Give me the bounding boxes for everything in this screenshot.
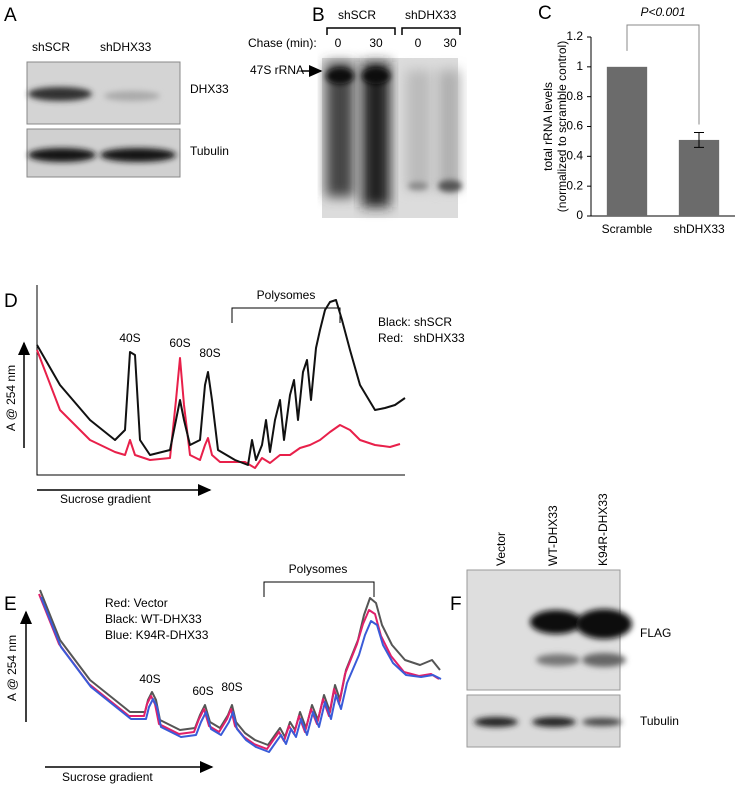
band-label: Tubulin: [190, 144, 229, 158]
band: [532, 717, 576, 727]
time-label: 0: [335, 36, 342, 50]
time-label: 30: [443, 36, 457, 50]
legend-entry: Black: WT-DHX33: [105, 612, 202, 626]
y-tick-label: 0.8: [566, 89, 583, 103]
x-tick-label: shDHX33: [673, 222, 725, 236]
bar-chart: 0 0.2 0.4 0.6 0.8 1 1.2 total rRNA levels (norma…: [541, 5, 735, 236]
marker-label: 47S rRNA: [250, 63, 304, 77]
frame: [36, 285, 405, 476]
y-tick-label: 0: [576, 208, 583, 222]
peak-label: 60S: [169, 336, 190, 350]
bracket: [263, 581, 375, 597]
y-tick-label: 0.2: [566, 178, 583, 192]
blot-a: shSCR shDHX33 DHX33 Tubulin: [26, 40, 229, 178]
trace-blue: [40, 596, 442, 753]
lane-label: shSCR: [32, 40, 70, 54]
bracket: [326, 27, 461, 35]
band: [100, 148, 176, 162]
peak-label: 40S: [139, 672, 160, 686]
y-axis-label: total rRNA levels: [541, 82, 555, 171]
axis-label: A @ 254 nm: [4, 365, 18, 431]
peak-label: 40S: [119, 331, 140, 345]
legend-entry: Blue: K94R-DHX33: [105, 628, 209, 642]
lane-smear: [362, 62, 390, 207]
band: [576, 609, 632, 639]
band: [28, 87, 92, 101]
trace-red: [36, 349, 401, 469]
gel-b: shSCR shDHX33 Chase (min): 0 30 0 30 47S…: [248, 8, 462, 218]
lane-smear: [326, 62, 354, 197]
chase-label: Chase (min):: [248, 36, 317, 50]
band: [438, 180, 462, 192]
peak-label: 80S: [199, 346, 220, 360]
profile-d: Polysomes Black: shSCR Red: shDHX33 40S …: [4, 285, 465, 506]
significance-bracket: [626, 24, 700, 125]
band: [408, 182, 428, 190]
band: [104, 91, 160, 101]
axis-label: A @ 254 nm: [5, 635, 19, 701]
y-tick-label: 1: [576, 59, 583, 73]
lane-label: Vector: [494, 532, 508, 566]
axis-label: Sucrose gradient: [60, 492, 151, 506]
band-label: FLAG: [640, 626, 671, 640]
band: [28, 148, 96, 162]
group-label: shDHX33: [405, 8, 457, 22]
bar: [606, 66, 648, 216]
panel-label: D: [4, 291, 18, 312]
band: [326, 68, 354, 84]
time-label: 0: [415, 36, 422, 50]
panel-label: A: [4, 5, 17, 26]
peak-label: 80S: [221, 680, 242, 694]
bracket-label: Polysomes: [257, 288, 316, 302]
y-tick-label: 0.6: [566, 119, 583, 133]
lane-smear: [406, 70, 432, 190]
profile-e: Red: Vector Black: WT-DHX33 Blue: K94R-D…: [5, 562, 442, 784]
error-bar: [694, 131, 704, 148]
lane-label: K94R-DHX33: [596, 493, 610, 566]
band: [536, 654, 580, 666]
trace-black: [39, 589, 441, 746]
time-label: 30: [369, 36, 383, 50]
y-axis-label: (normalized to scramble control): [555, 41, 569, 212]
annotation: P<0.001: [640, 5, 685, 19]
band-label: Tubulin: [640, 714, 679, 728]
legend-entry: Red: Vector: [105, 596, 168, 610]
band: [530, 610, 582, 634]
legend-entry: Red: shDHX33: [378, 331, 465, 345]
lane-label: shDHX33: [100, 40, 152, 54]
trace-black: [36, 299, 406, 466]
lane-label: WT-DHX33: [546, 505, 560, 566]
panel-label: C: [538, 3, 552, 24]
bracket-label: Polysomes: [289, 562, 348, 576]
panel-label: F: [450, 594, 462, 615]
legend-entry: Black: shSCR: [378, 315, 452, 329]
band: [582, 718, 622, 726]
bar: [678, 139, 720, 216]
lane-smear: [438, 70, 460, 190]
peak-label: 60S: [192, 684, 213, 698]
group-label: shSCR: [338, 8, 376, 22]
blot-f: Vector WT-DHX33 K94R-DHX33 FLAG Tubulin: [466, 493, 679, 748]
panel-label: E: [4, 594, 17, 615]
axis-label: Sucrose gradient: [62, 770, 153, 784]
y-tick-label: 1.2: [566, 29, 583, 43]
y-tick-label: 0.4: [566, 149, 583, 163]
band: [474, 717, 518, 727]
band: [362, 68, 390, 84]
band-label: DHX33: [190, 82, 229, 96]
panel-label: B: [312, 5, 325, 26]
x-tick-label: Scramble: [602, 222, 653, 236]
band: [582, 653, 626, 667]
